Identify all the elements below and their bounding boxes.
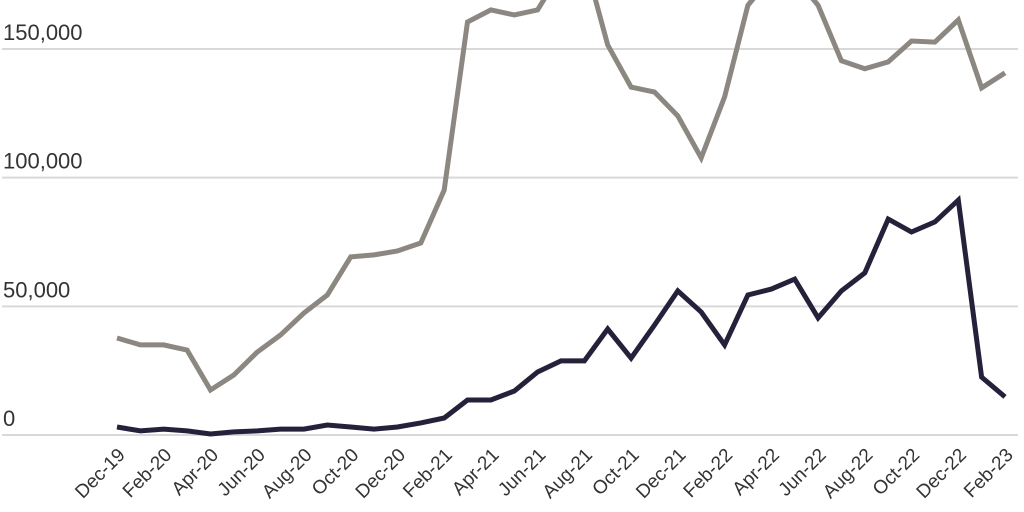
x-tick-label: Feb-21 xyxy=(399,445,456,502)
x-tick-label: Dec-22 xyxy=(913,445,971,503)
x-axis-tick-labels: Dec-19Feb-20Apr-20Jun-20Aug-20Oct-20Dec-… xyxy=(71,445,1017,503)
y-tick-label: 100,000 xyxy=(3,149,83,174)
x-tick-label: Feb-22 xyxy=(680,445,737,502)
x-tick-label: Dec-19 xyxy=(71,445,129,503)
x-tick-label: Apr-20 xyxy=(168,445,223,500)
x-tick-label: Aug-21 xyxy=(539,445,597,503)
x-tick-label: Feb-20 xyxy=(119,445,176,502)
series-lines xyxy=(116,0,1007,437)
x-tick-label: Dec-21 xyxy=(632,445,690,503)
x-tick-label: Aug-22 xyxy=(819,445,877,503)
series-line-1 xyxy=(116,0,1007,394)
y-axis-tick-labels: 0 50,000 100,000 150,000 xyxy=(3,20,83,431)
x-tick-label: Apr-22 xyxy=(729,445,784,500)
x-tick-label: Apr-21 xyxy=(448,445,503,500)
x-tick-label: Feb-23 xyxy=(960,445,1017,502)
y-tick-label: 150,000 xyxy=(3,20,83,45)
gridlines xyxy=(2,48,1018,436)
y-tick-label: 50,000 xyxy=(3,277,70,302)
y-tick-label: 0 xyxy=(3,406,15,431)
x-tick-label: Dec-20 xyxy=(352,445,410,503)
series-line-2 xyxy=(116,194,1007,437)
x-tick-label: Aug-20 xyxy=(258,445,316,503)
